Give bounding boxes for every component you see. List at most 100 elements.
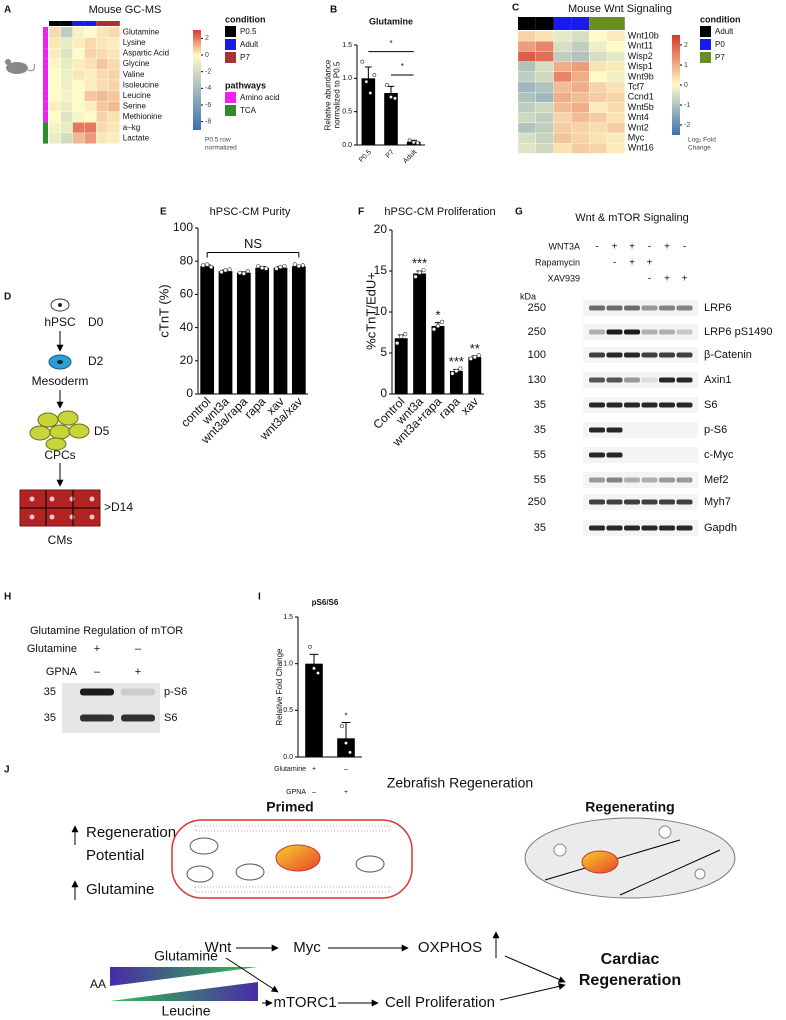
data-point	[223, 268, 228, 273]
marker-label: 250	[528, 496, 546, 508]
row-label: Wnt10b	[628, 30, 659, 40]
chart-title: hPSC-CM Proliferation	[384, 206, 495, 218]
data-point	[312, 666, 316, 671]
significance-label: **	[470, 341, 480, 356]
treatment-sign: -	[648, 242, 651, 253]
colorbar-tick-label: 0	[684, 82, 688, 89]
data-point	[368, 91, 373, 95]
colorbar-tick-label: -6	[205, 102, 211, 109]
gradient-label: Leucine	[161, 1003, 210, 1019]
heatmap-cell	[60, 79, 73, 91]
column-annotation	[607, 17, 625, 30]
heatmap-cell	[84, 90, 97, 102]
data-point	[282, 264, 287, 269]
blot-title: Wnt & mTOR Signaling	[575, 212, 689, 224]
blot-band	[641, 329, 658, 335]
treatment-sign: +	[682, 274, 688, 285]
data-point	[201, 263, 206, 268]
heatmap-cell	[517, 122, 536, 134]
outcome-label: Cardiac	[601, 951, 660, 968]
node-label: OXPHOS	[418, 939, 482, 956]
heatmap-cell	[60, 37, 73, 49]
data-point	[245, 269, 250, 274]
heatmap-cell	[48, 26, 61, 38]
treatment-sign: -	[595, 242, 598, 253]
chart-title: hPSC-CM Purity	[210, 206, 291, 218]
colorbar-tick-label: -8	[205, 119, 211, 126]
blot-background	[583, 422, 698, 438]
row-annotation	[43, 122, 48, 133]
row-label: Serine	[123, 102, 147, 111]
data-point	[237, 270, 242, 275]
y-tick-label: 1.0	[283, 661, 293, 668]
blot-background	[583, 494, 698, 510]
blot-band	[606, 477, 623, 483]
blot-band	[624, 477, 640, 483]
data-point	[296, 264, 301, 269]
row-label: Wnt16	[628, 143, 654, 153]
data-point	[292, 262, 297, 267]
marker-label: 35	[534, 424, 546, 436]
blot-band	[624, 377, 640, 383]
data-point	[360, 59, 365, 64]
column-annotation	[553, 17, 572, 30]
row-label: Lactate	[123, 133, 150, 142]
stage-label: CMs	[48, 533, 73, 547]
heatmap-cell	[60, 58, 73, 70]
heatmap-cell	[571, 61, 590, 72]
y-tick-label: 0.5	[283, 707, 293, 714]
blot-band	[641, 352, 658, 358]
treatment-sign: +	[647, 258, 653, 269]
heatmap-cell	[535, 112, 554, 123]
heatmap-cell	[107, 48, 120, 59]
heatmap-cell	[571, 143, 590, 154]
data-point	[372, 73, 377, 77]
legend-swatch	[225, 52, 236, 63]
heatmap-cell	[48, 90, 61, 102]
effect-label: Potential	[86, 847, 144, 864]
row-annotation	[43, 101, 48, 112]
heatmap-cell	[606, 41, 625, 52]
bar	[218, 271, 233, 394]
colorbar-tick-label: -2	[684, 122, 690, 129]
data-point	[241, 271, 246, 276]
heatmap-cell	[107, 26, 120, 38]
data-point	[256, 264, 261, 269]
heatmap-cell	[84, 79, 97, 91]
blot-band	[80, 714, 114, 722]
legend-swatch	[225, 26, 236, 37]
heatmap-cell	[48, 79, 61, 91]
blot-band	[624, 352, 640, 358]
y-axis-label: normalized to P0.5	[333, 61, 342, 128]
heatmap-cell	[553, 30, 572, 42]
blot-label: Axin1	[704, 374, 732, 386]
data-point	[439, 319, 445, 324]
blot-band	[80, 688, 114, 696]
blot-title: Glutamine Regulation of mTOR	[30, 625, 183, 637]
marker-label: 55	[534, 449, 546, 461]
heatmap-cell	[553, 81, 572, 93]
heatmap-cell	[606, 143, 625, 154]
data-point	[450, 371, 455, 376]
y-tick-label: 100	[173, 220, 193, 234]
heatmap-cell	[72, 101, 85, 112]
heatmap-cell	[96, 122, 109, 134]
colorbar	[193, 30, 201, 130]
heatmap-cell	[553, 41, 572, 52]
effect-label: Glutamine	[86, 881, 154, 898]
comparison-label: NS	[244, 236, 262, 251]
bar	[449, 371, 463, 394]
blot-band	[121, 714, 155, 722]
data-point	[340, 724, 344, 729]
heatmap-cell	[72, 122, 85, 134]
heatmap-cell	[84, 101, 97, 112]
blot-band	[659, 477, 675, 483]
legend-title: pathways	[225, 80, 266, 90]
chart-title: pS6/S6	[312, 598, 339, 607]
heatmap-title: Mouse Wnt Signaling	[568, 3, 672, 15]
heatmap-cell	[571, 81, 590, 93]
blot-band	[641, 305, 658, 311]
legend-label: P0.5	[240, 27, 257, 36]
diagram-title: Zebrafish Regeneration	[387, 775, 533, 791]
bar	[361, 78, 376, 145]
